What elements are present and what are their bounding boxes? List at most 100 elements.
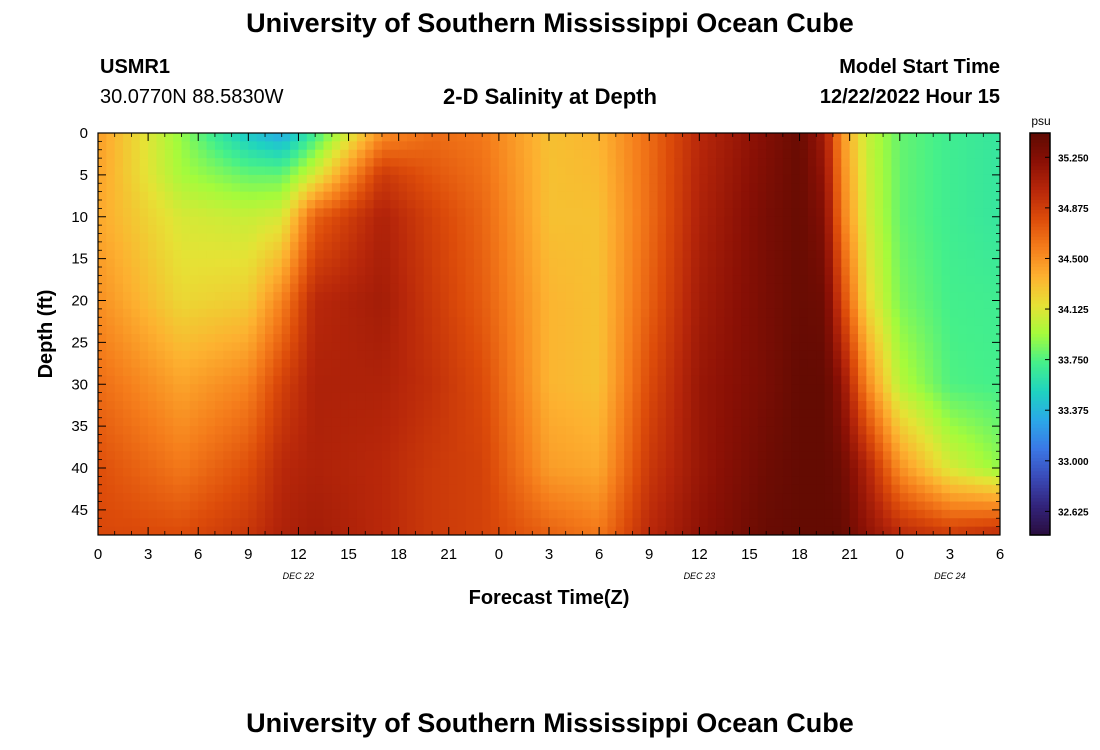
heatmap-cell bbox=[164, 451, 174, 461]
heatmap-cell bbox=[816, 442, 826, 452]
heatmap-cell bbox=[106, 350, 116, 360]
heatmap-cell bbox=[532, 233, 542, 243]
model-start-value: 12/22/2022 Hour 15 bbox=[819, 86, 1000, 108]
heatmap-cell bbox=[340, 484, 350, 494]
heatmap-cell bbox=[716, 359, 725, 369]
heatmap-cell bbox=[281, 426, 291, 436]
heatmap-cell bbox=[741, 208, 751, 218]
heatmap-cell bbox=[757, 451, 767, 461]
heatmap-cell bbox=[899, 459, 909, 469]
heatmap-cell bbox=[866, 183, 876, 193]
heatmap-cell bbox=[716, 501, 725, 511]
heatmap-cell bbox=[866, 417, 876, 427]
heatmap-cell bbox=[181, 241, 191, 251]
heatmap-cell bbox=[849, 292, 859, 302]
heatmap-cell bbox=[574, 308, 584, 318]
heatmap-cell bbox=[766, 308, 776, 318]
heatmap-cell bbox=[114, 300, 124, 310]
heatmap-cell bbox=[908, 442, 918, 452]
heatmap-cell bbox=[649, 200, 659, 209]
heatmap-cell bbox=[858, 233, 867, 243]
heatmap-cell bbox=[832, 292, 842, 302]
heatmap-cell bbox=[891, 325, 901, 335]
heatmap-cell bbox=[557, 468, 567, 477]
heatmap-cell bbox=[290, 141, 300, 151]
heatmap-cell bbox=[348, 200, 358, 209]
heatmap-cell bbox=[816, 292, 826, 302]
heatmap-cell bbox=[699, 451, 709, 461]
heatmap-cell bbox=[482, 484, 492, 494]
heatmap-cell bbox=[774, 342, 784, 352]
heatmap-cell bbox=[858, 359, 867, 369]
heatmap-cell bbox=[924, 459, 934, 469]
heatmap-cell bbox=[657, 442, 667, 452]
heatmap-cell bbox=[390, 216, 400, 226]
heatmap-cell bbox=[574, 191, 584, 201]
heatmap-cell bbox=[682, 241, 692, 251]
heatmap-cell bbox=[707, 200, 717, 209]
heatmap-cell bbox=[390, 451, 400, 461]
heatmap-cell bbox=[774, 250, 784, 260]
heatmap-cell bbox=[690, 442, 700, 452]
heatmap-cell bbox=[749, 183, 759, 193]
heatmap-cell bbox=[891, 459, 901, 469]
heatmap-cell bbox=[849, 267, 859, 276]
heatmap-cell bbox=[724, 367, 734, 377]
heatmap-cell bbox=[114, 392, 124, 402]
heatmap-cell bbox=[139, 451, 149, 461]
heatmap-cell bbox=[423, 166, 433, 176]
heatmap-cell bbox=[298, 141, 308, 151]
heatmap-cell bbox=[248, 300, 258, 310]
heatmap-cell bbox=[290, 426, 300, 436]
heatmap-cell bbox=[699, 191, 709, 201]
heatmap-cell bbox=[599, 325, 609, 335]
heatmap-cell bbox=[599, 308, 609, 318]
heatmap-cell bbox=[791, 442, 801, 452]
heatmap-cell bbox=[549, 200, 558, 209]
heatmap-cell bbox=[532, 183, 542, 193]
heatmap-cell bbox=[273, 392, 283, 402]
heatmap-cell bbox=[674, 133, 684, 142]
heatmap-cell bbox=[206, 325, 216, 335]
heatmap-cell bbox=[448, 317, 458, 327]
heatmap-cell bbox=[315, 459, 325, 469]
heatmap-cell bbox=[899, 250, 909, 260]
heatmap-cell bbox=[632, 459, 642, 469]
heatmap-cell bbox=[390, 250, 400, 260]
heatmap-cell bbox=[665, 417, 675, 427]
heatmap-cell bbox=[298, 434, 308, 444]
heatmap-cell bbox=[665, 384, 675, 394]
heatmap-cell bbox=[348, 493, 358, 503]
heatmap-cell bbox=[540, 417, 550, 427]
heatmap-cell bbox=[674, 526, 684, 535]
heatmap-cell bbox=[532, 308, 542, 318]
heatmap-cell bbox=[273, 308, 283, 318]
heatmap-cell bbox=[782, 509, 792, 519]
heatmap-cell bbox=[465, 384, 475, 394]
heatmap-cell bbox=[824, 426, 834, 436]
heatmap-cell bbox=[933, 442, 943, 452]
heatmap-cell bbox=[523, 183, 533, 193]
heatmap-cell bbox=[281, 334, 291, 343]
heatmap-cell bbox=[574, 250, 584, 260]
heatmap-cell bbox=[106, 468, 116, 477]
heatmap-cell bbox=[707, 384, 717, 394]
heatmap-cell bbox=[239, 241, 249, 251]
heatmap-cell bbox=[941, 283, 951, 293]
heatmap-cell bbox=[883, 334, 893, 343]
heatmap-cell bbox=[239, 518, 249, 528]
heatmap-cell bbox=[674, 149, 684, 159]
heatmap-cell bbox=[298, 526, 308, 535]
heatmap-cell bbox=[248, 334, 258, 343]
heatmap-cell bbox=[941, 258, 951, 268]
heatmap-cell bbox=[465, 250, 475, 260]
heatmap-cell bbox=[482, 141, 492, 151]
heatmap-cell bbox=[874, 509, 884, 519]
heatmap-cell bbox=[741, 501, 751, 511]
heatmap-cell bbox=[482, 350, 492, 360]
heatmap-cell bbox=[507, 426, 517, 436]
heatmap-cell bbox=[557, 359, 567, 369]
heatmap-cell bbox=[657, 317, 667, 327]
heatmap-cell bbox=[782, 208, 792, 218]
heatmap-cell bbox=[624, 292, 634, 302]
